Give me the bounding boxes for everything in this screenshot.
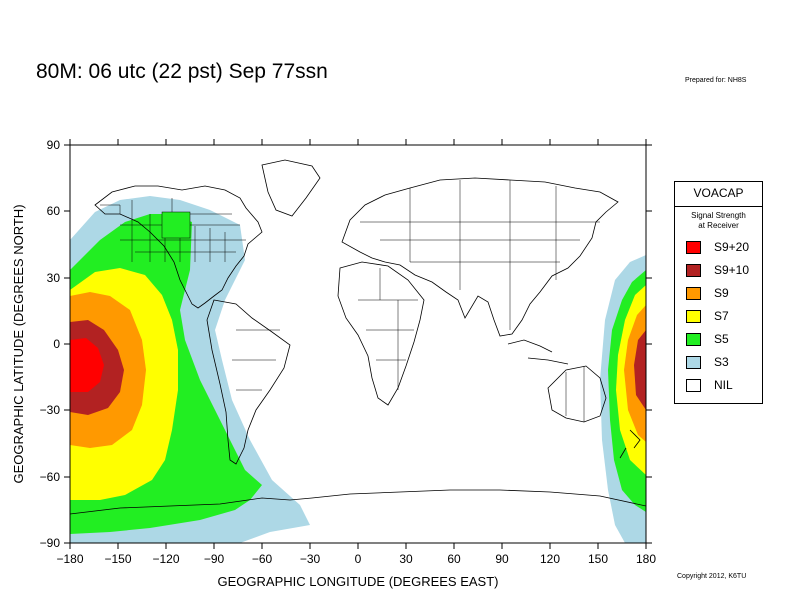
x-tick-label: 60 bbox=[447, 552, 461, 566]
x-tick-label: −150 bbox=[104, 552, 131, 566]
legend-swatch bbox=[686, 241, 701, 254]
x-tick-label: −60 bbox=[252, 552, 273, 566]
continent-south-america bbox=[206, 299, 291, 465]
signal-legend: VOACAP Signal Strength at Receiver S9+20… bbox=[674, 181, 763, 404]
y-axis-ticks bbox=[64, 144, 652, 544]
chart-title: 80M: 06 utc (22 pst) Sep 77ssn bbox=[36, 60, 328, 83]
legend-label: NIL bbox=[714, 378, 733, 392]
legend-swatch bbox=[686, 310, 701, 323]
y-tick-label: −60 bbox=[40, 470, 61, 484]
legend-label: S5 bbox=[714, 332, 729, 346]
legend-subtitle-line2: at Receiver bbox=[698, 221, 739, 230]
continent-europe-asia bbox=[341, 177, 619, 337]
legend-label: S9+10 bbox=[714, 263, 750, 277]
y-tick-label: 30 bbox=[47, 271, 61, 285]
legend-swatch bbox=[686, 264, 701, 277]
legend-swatch bbox=[686, 379, 701, 392]
x-tick-label: 150 bbox=[588, 552, 608, 566]
continent-north-america bbox=[94, 185, 263, 309]
legend-label: S9+20 bbox=[714, 240, 750, 254]
highlight-region bbox=[161, 211, 191, 239]
x-tick-label: 0 bbox=[355, 552, 362, 566]
zone-s910-east bbox=[634, 330, 646, 410]
x-tick-label: −180 bbox=[56, 552, 83, 566]
state-boundaries bbox=[100, 180, 600, 422]
x-tick-label: −30 bbox=[300, 552, 321, 566]
x-axis-ticks bbox=[69, 139, 647, 549]
legend-item-s5: S5 bbox=[686, 332, 762, 347]
x-axis-labels: −180 −150 −120 −90 −60 −30 0 30 60 90 12… bbox=[56, 552, 656, 566]
x-axis-title: GEOGRAPHIC LONGITUDE (DEGREES EAST) bbox=[218, 574, 499, 589]
y-axis-title: GEOGRAPHIC LATITUDE (DEGREES NORTH) bbox=[11, 204, 26, 483]
x-tick-label: 180 bbox=[636, 552, 656, 566]
copyright-note: Copyright 2012, K6TU bbox=[677, 573, 747, 580]
y-tick-label: 60 bbox=[47, 204, 61, 218]
continent-africa bbox=[337, 261, 425, 406]
new-zealand bbox=[619, 429, 641, 459]
y-tick-label: −90 bbox=[40, 536, 61, 550]
legend-item-s3: S3 bbox=[686, 355, 762, 370]
world-basemap bbox=[70, 159, 646, 515]
legend-label: S9 bbox=[714, 286, 729, 300]
legend-subtitle-line1: Signal Strength bbox=[691, 211, 746, 220]
continent-australia bbox=[547, 365, 607, 423]
legend-item-s920: S9+20 bbox=[686, 240, 762, 255]
legend-label: S7 bbox=[714, 309, 729, 323]
x-tick-label: −120 bbox=[152, 552, 179, 566]
legend-item-s7: S7 bbox=[686, 309, 762, 324]
greenland bbox=[261, 159, 321, 217]
y-tick-label: 90 bbox=[47, 138, 61, 152]
legend-label: S3 bbox=[714, 355, 729, 369]
legend-item-nil: NIL bbox=[686, 378, 762, 393]
x-tick-label: 90 bbox=[495, 552, 509, 566]
prepared-for-note: Prepared for: NH8S bbox=[685, 77, 747, 84]
legend-title: VOACAP bbox=[675, 182, 762, 207]
y-tick-label: −30 bbox=[40, 403, 61, 417]
legend-item-s910: S9+10 bbox=[686, 263, 762, 278]
y-tick-label: 0 bbox=[53, 337, 60, 351]
legend-swatch bbox=[686, 287, 701, 300]
x-tick-label: −90 bbox=[204, 552, 225, 566]
x-tick-label: 30 bbox=[399, 552, 413, 566]
coverage-zones bbox=[70, 196, 646, 543]
indonesia-islands bbox=[507, 339, 569, 365]
y-axis-labels: 90 60 30 0 −30 −60 −90 bbox=[40, 138, 61, 550]
legend-swatch bbox=[686, 356, 701, 369]
legend-item-s9: S9 bbox=[686, 286, 762, 301]
continent-antarctica bbox=[70, 489, 646, 515]
legend-swatch bbox=[686, 333, 701, 346]
x-tick-label: 120 bbox=[540, 552, 560, 566]
zone-s920-west bbox=[70, 338, 104, 392]
